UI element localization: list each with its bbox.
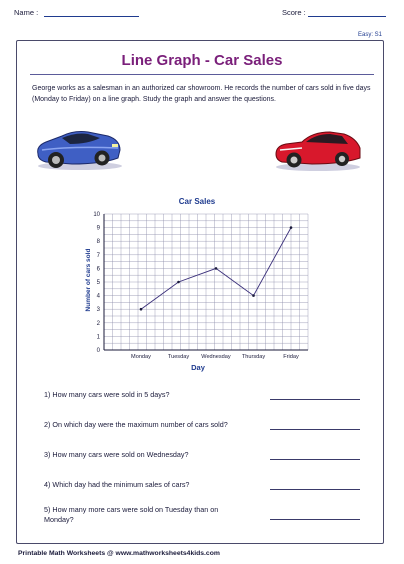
y-tick-label: 10: [93, 212, 100, 218]
x-tick-label: Monday: [131, 354, 151, 360]
data-point: [252, 294, 255, 297]
score-label: Score :: [282, 8, 306, 17]
data-point: [214, 267, 218, 270]
data-point: [139, 307, 143, 311]
page-title: Line Graph - Car Sales: [121, 52, 283, 69]
answer-line-2[interactable]: [270, 429, 360, 430]
question-3: 3) How many cars were sold on Wednesday?: [44, 450, 189, 459]
y-tick-label: 4: [97, 294, 101, 300]
difficulty-level: Easy: S1: [357, 32, 382, 38]
answer-line-4[interactable]: [270, 489, 360, 490]
answer-line-1[interactable]: [270, 399, 360, 400]
chart-title: Car Sales: [179, 197, 216, 206]
y-tick-label: 3: [97, 307, 101, 313]
footer-credit: Printable Math Worksheets @ www.mathwork…: [18, 550, 220, 557]
x-tick-label: Friday: [283, 354, 299, 360]
y-tick-label: 6: [97, 266, 101, 272]
y-tick-label: 8: [97, 239, 101, 245]
chart-ticks: 0 1 2 3 4 5 6 7 8 9 10 Monday Tuesday Wednesday Thursd…: [93, 212, 299, 360]
score-field[interactable]: [308, 16, 386, 17]
x-tick-label: Wednesday: [201, 354, 231, 360]
y-tick-label: 7: [97, 253, 101, 259]
name-label: Name :: [14, 8, 39, 17]
x-tick-label: Thursday: [242, 354, 266, 360]
chart-series: [139, 226, 293, 311]
question-2: 2) On which day were the maximum number …: [44, 420, 228, 429]
y-tick-label: 0: [97, 348, 101, 354]
intro-text: George works as a salesman in an authori…: [32, 85, 371, 103]
question-1: 1) How many cars were sold in 5 days?: [44, 390, 170, 399]
y-tick-label: 5: [97, 280, 101, 286]
blue-sports-car-icon: [37, 131, 122, 170]
answer-line-5[interactable]: [270, 519, 360, 520]
x-axis-label: Day: [191, 363, 206, 372]
data-point: [289, 226, 293, 229]
chart-grid: [103, 213, 309, 351]
red-sedan-car-icon: [275, 131, 361, 171]
worksheet-frame: [16, 40, 384, 544]
answer-line-3[interactable]: [270, 459, 360, 460]
y-tick-label: 2: [97, 321, 101, 327]
name-field[interactable]: [44, 16, 139, 17]
title-rule: [30, 74, 374, 75]
data-point: [177, 280, 180, 284]
question-4: 4) Which day had the minimum sales of ca…: [44, 480, 190, 489]
question-5: 5) How many more cars were sold on Tuesd…: [44, 505, 219, 524]
y-tick-label: 9: [97, 226, 101, 232]
y-axis-label: Number of cars sold: [85, 249, 92, 312]
x-tick-label: Tuesday: [168, 354, 189, 360]
y-tick-label: 1: [97, 334, 101, 340]
